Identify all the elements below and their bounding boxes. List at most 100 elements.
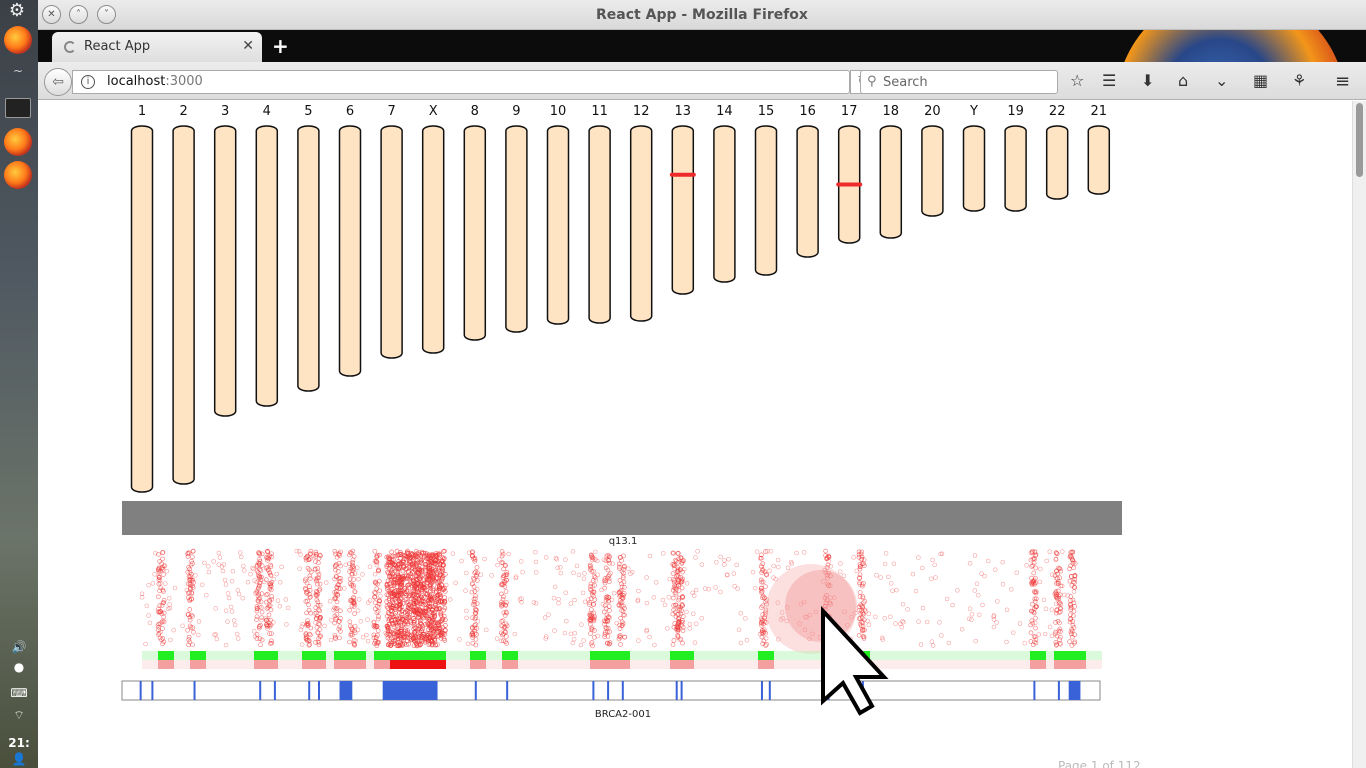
exon xyxy=(768,681,771,700)
mutation-dot xyxy=(974,581,980,586)
bookmark-star-icon[interactable]: ☆ xyxy=(1070,71,1085,90)
chromosome-15[interactable] xyxy=(754,125,778,276)
mutation-dot xyxy=(158,585,164,591)
search-input[interactable]: ⚲ Search xyxy=(860,70,1058,94)
mutation-dot xyxy=(372,548,378,554)
chromosome-10[interactable] xyxy=(546,125,570,325)
chromosome-2[interactable] xyxy=(172,125,195,485)
chromosome-Y[interactable] xyxy=(962,125,986,212)
volume-icon[interactable]: 🔊 xyxy=(11,640,27,654)
chromosome-19[interactable] xyxy=(1004,125,1027,212)
chromosome-6[interactable] xyxy=(338,125,362,377)
heatmap-cell-green xyxy=(574,651,582,660)
heatmap-cell-red xyxy=(1022,660,1030,669)
chromosome-5[interactable] xyxy=(297,125,320,392)
mutation-dot xyxy=(605,575,610,581)
qr-code-icon[interactable]: ▦ xyxy=(1253,71,1269,90)
mutation-dot xyxy=(217,555,223,560)
firefox-window-icon[interactable] xyxy=(4,161,32,189)
mutation-dot xyxy=(861,561,866,566)
mutation-dot xyxy=(388,608,394,613)
chromosome-1[interactable] xyxy=(130,125,154,493)
mutation-dot xyxy=(437,579,442,584)
reading-list-icon[interactable]: ☰ xyxy=(1102,71,1117,90)
firefox-launcher-icon[interactable] xyxy=(4,26,32,54)
mutation-dot xyxy=(196,632,201,638)
url-bar[interactable]: i localhost:3000 xyxy=(72,70,850,94)
downloads-icon[interactable]: ⬇ xyxy=(1141,71,1155,90)
tab-react-app[interactable]: React App ✕ xyxy=(52,32,262,62)
extension-icon[interactable]: ⚘ xyxy=(1292,71,1307,90)
mutation-dot xyxy=(437,553,443,558)
firefox-active-icon[interactable] xyxy=(4,128,32,156)
heatmap-cell-green xyxy=(262,651,270,660)
mutation-dot xyxy=(424,591,430,596)
chromosome-13[interactable] xyxy=(671,125,695,295)
mutation-dot xyxy=(621,593,626,598)
mutation-dot xyxy=(894,587,899,593)
chromosome-12[interactable] xyxy=(629,125,653,322)
mutation-dot xyxy=(161,619,167,625)
mutation-dot xyxy=(216,562,222,567)
mutation-dot xyxy=(413,625,418,631)
mutation-dot xyxy=(972,553,978,558)
mutation-dot xyxy=(426,606,431,612)
scrollbar-thumb[interactable] xyxy=(1356,103,1363,177)
wifi-icon[interactable]: ⌔ xyxy=(13,708,25,722)
chromosome-9[interactable] xyxy=(505,125,528,333)
mutation-dot xyxy=(562,630,568,636)
chromosome-11[interactable] xyxy=(588,125,611,324)
terminal-icon[interactable] xyxy=(5,98,31,118)
vertical-scrollbar[interactable] xyxy=(1352,101,1366,768)
clock[interactable]: 21: xyxy=(8,736,30,750)
mutation-dot xyxy=(434,557,439,562)
user-icon[interactable]: 👤 xyxy=(11,752,27,766)
minimize-window-icon[interactable]: ˄ xyxy=(69,5,88,24)
mutation-dot xyxy=(503,589,509,594)
keyboard-icon[interactable]: ⌨ xyxy=(10,686,28,700)
tab-close-icon[interactable]: ✕ xyxy=(242,38,254,54)
back-button-icon[interactable]: ⇦ xyxy=(44,68,72,96)
chromosome-22[interactable] xyxy=(1045,125,1069,200)
heatmap-cell-red xyxy=(918,660,926,669)
mutation-dot xyxy=(350,571,355,577)
chromosome-14[interactable] xyxy=(713,125,736,283)
maximize-window-icon[interactable]: ˅ xyxy=(97,5,116,24)
mutation-dot xyxy=(425,573,430,579)
new-tab-icon[interactable]: + xyxy=(272,34,289,58)
chromosome-18[interactable] xyxy=(879,125,903,239)
mutation-dot xyxy=(225,591,231,596)
chromosome-3[interactable] xyxy=(213,125,237,417)
mutation-dot xyxy=(350,568,355,573)
mutation-dot xyxy=(417,615,423,621)
mutation-dot xyxy=(692,640,698,645)
mutation-dot xyxy=(675,568,681,574)
notifications-icon[interactable]: ● xyxy=(13,660,25,674)
site-info-icon[interactable]: i xyxy=(81,75,95,89)
wing-icon[interactable]: ~ xyxy=(12,64,24,78)
chromosome-X[interactable] xyxy=(421,125,445,354)
chromosome-16[interactable] xyxy=(796,125,819,258)
mutation-dot xyxy=(626,566,631,572)
menu-icon[interactable]: ≡ xyxy=(1335,71,1351,92)
url-text[interactable]: localhost:3000 xyxy=(107,74,203,89)
mutation-dot xyxy=(503,621,509,627)
mutation-dot xyxy=(334,612,340,617)
mutation-dot xyxy=(352,611,357,616)
mutation-dot xyxy=(605,598,611,604)
mutation-dot xyxy=(316,572,322,577)
chromosome-7[interactable] xyxy=(380,125,403,359)
close-window-icon[interactable]: ✕ xyxy=(42,5,61,24)
chromosome-4[interactable] xyxy=(255,125,279,407)
mutation-dot xyxy=(386,621,392,627)
chromosome-20[interactable] xyxy=(921,125,944,217)
mutation-dot xyxy=(146,582,151,588)
region-selection-bar[interactable] xyxy=(122,501,1122,535)
home-icon[interactable]: ⌂ xyxy=(1178,71,1189,90)
pocket-icon[interactable]: ⌄ xyxy=(1215,71,1229,90)
chromosome-8[interactable] xyxy=(463,125,487,341)
settings-gear-icon[interactable]: ⚙ xyxy=(8,0,26,21)
mutation-dot xyxy=(332,633,338,638)
chromosome-21[interactable] xyxy=(1087,125,1111,195)
heatmap-cell-green xyxy=(1022,651,1030,660)
